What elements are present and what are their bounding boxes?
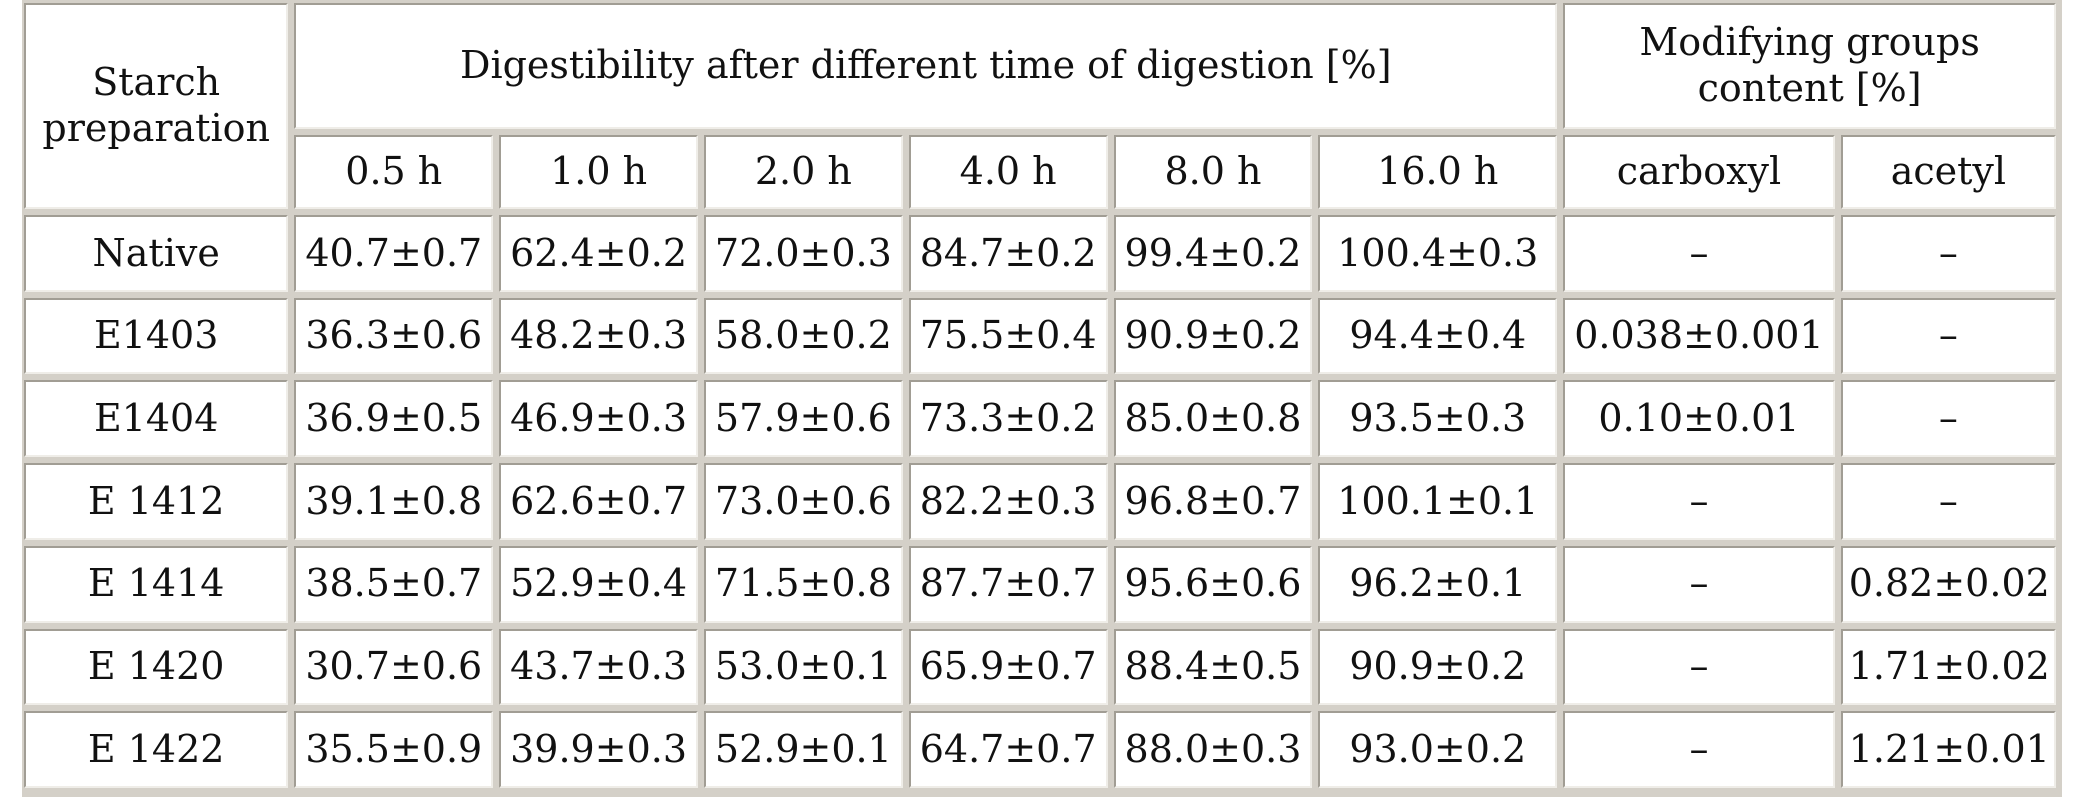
carboxyl-cell: – (1563, 545, 1835, 623)
header-starch-preparation: Starch preparation (24, 3, 289, 209)
table-cell: 52.9±0.4 (499, 545, 698, 623)
header-time-8-0h: 8.0 h (1113, 135, 1313, 209)
table-cell: 100.1±0.1 (1318, 463, 1558, 540)
table-cell: 62.6±0.7 (499, 463, 698, 540)
acetyl-cell: – (1840, 380, 2056, 458)
table-cell: 93.0±0.2 (1318, 711, 1558, 788)
table-cell: 88.4±0.5 (1113, 628, 1313, 706)
carboxyl-cell: – (1563, 463, 1835, 540)
acetyl-cell: 1.21±0.01 (1840, 711, 2056, 788)
table-cell: 43.7±0.3 (499, 628, 698, 706)
table-cell: 48.2±0.3 (499, 297, 698, 375)
header-modifying-groups: Modifying groups content [%] (1563, 3, 2056, 129)
table-cell: 71.5±0.8 (703, 545, 903, 623)
table-cell: 35.5±0.9 (294, 711, 494, 788)
table-cell: 53.0±0.1 (703, 628, 903, 706)
header-time-0-5h: 0.5 h (294, 135, 494, 209)
header-row-2: 0.5 h 1.0 h 2.0 h 4.0 h 8.0 h 16.0 h car… (24, 135, 2056, 209)
header-time-1-0h: 1.0 h (499, 135, 698, 209)
table-cell: 96.2±0.1 (1318, 545, 1558, 623)
table-cell: 84.7±0.2 (908, 215, 1108, 292)
table-cell: 52.9±0.1 (703, 711, 903, 788)
row-name: E 1414 (24, 545, 289, 623)
table-cell: 87.7±0.7 (908, 545, 1108, 623)
table-row: E 1414 38.5±0.7 52.9±0.4 71.5±0.8 87.7±0… (24, 545, 2056, 623)
table-cell: 88.0±0.3 (1113, 711, 1313, 788)
table-cell: 38.5±0.7 (294, 545, 494, 623)
table-row: E 1420 30.7±0.6 43.7±0.3 53.0±0.1 65.9±0… (24, 628, 2056, 706)
table-cell: 39.9±0.3 (499, 711, 698, 788)
table-cell: 99.4±0.2 (1113, 215, 1313, 292)
header-time-16-0h: 16.0 h (1318, 135, 1558, 209)
table-cell: 65.9±0.7 (908, 628, 1108, 706)
header-digestibility: Digestibility after different time of di… (294, 3, 1558, 129)
acetyl-cell: 1.71±0.02 (1840, 628, 2056, 706)
table-row: E1403 36.3±0.6 48.2±0.3 58.0±0.2 75.5±0.… (24, 297, 2056, 375)
table-cell: 46.9±0.3 (499, 380, 698, 458)
table-cell: 64.7±0.7 (908, 711, 1108, 788)
header-time-2-0h: 2.0 h (703, 135, 903, 209)
table-cell: 85.0±0.8 (1113, 380, 1313, 458)
row-name: E 1412 (24, 463, 289, 540)
table-cell: 40.7±0.7 (294, 215, 494, 292)
table-cell: 96.8±0.7 (1113, 463, 1313, 540)
carboxyl-cell: – (1563, 711, 1835, 788)
table-cell: 36.9±0.5 (294, 380, 494, 458)
header-time-4-0h: 4.0 h (908, 135, 1108, 209)
table-cell: 58.0±0.2 (703, 297, 903, 375)
row-name: E1404 (24, 380, 289, 458)
table-cell: 94.4±0.4 (1318, 297, 1558, 375)
digestibility-table: Starch preparation Digestibility after d… (18, 0, 2062, 794)
row-name: Native (24, 215, 289, 292)
table-cell: 93.5±0.3 (1318, 380, 1558, 458)
carboxyl-cell: 0.038±0.001 (1563, 297, 1835, 375)
table-cell: 90.9±0.2 (1113, 297, 1313, 375)
table-cell: 95.6±0.6 (1113, 545, 1313, 623)
table-cell: 39.1±0.8 (294, 463, 494, 540)
table-cell: 62.4±0.2 (499, 215, 698, 292)
acetyl-cell: – (1840, 463, 2056, 540)
header-row-1: Starch preparation Digestibility after d… (24, 3, 2056, 209)
table-row: E 1412 39.1±0.8 62.6±0.7 73.0±0.6 82.2±0… (24, 463, 2056, 540)
table-cell: 36.3±0.6 (294, 297, 494, 375)
table-cell: 100.4±0.3 (1318, 215, 1558, 292)
table-cell: 57.9±0.6 (703, 380, 903, 458)
row-name: E 1420 (24, 628, 289, 706)
table-cell: 73.3±0.2 (908, 380, 1108, 458)
row-name: E1403 (24, 297, 289, 375)
carboxyl-cell: – (1563, 215, 1835, 292)
table-row: Native 40.7±0.7 62.4±0.2 72.0±0.3 84.7±0… (24, 215, 2056, 292)
table-cell: 30.7±0.6 (294, 628, 494, 706)
acetyl-cell: – (1840, 215, 2056, 292)
table-cell: 82.2±0.3 (908, 463, 1108, 540)
digestibility-table-container: Starch preparation Digestibility after d… (22, 0, 2062, 797)
carboxyl-cell: – (1563, 628, 1835, 706)
table-cell: 90.9±0.2 (1318, 628, 1558, 706)
header-carboxyl: carboxyl (1563, 135, 1835, 209)
acetyl-cell: 0.82±0.02 (1840, 545, 2056, 623)
table-cell: 75.5±0.4 (908, 297, 1108, 375)
row-name: E 1422 (24, 711, 289, 788)
table-cell: 73.0±0.6 (703, 463, 903, 540)
acetyl-cell: – (1840, 297, 2056, 375)
header-acetyl: acetyl (1840, 135, 2056, 209)
table-cell: 72.0±0.3 (703, 215, 903, 292)
table-row: E 1422 35.5±0.9 39.9±0.3 52.9±0.1 64.7±0… (24, 711, 2056, 788)
table-row: E1404 36.9±0.5 46.9±0.3 57.9±0.6 73.3±0.… (24, 380, 2056, 458)
carboxyl-cell: 0.10±0.01 (1563, 380, 1835, 458)
